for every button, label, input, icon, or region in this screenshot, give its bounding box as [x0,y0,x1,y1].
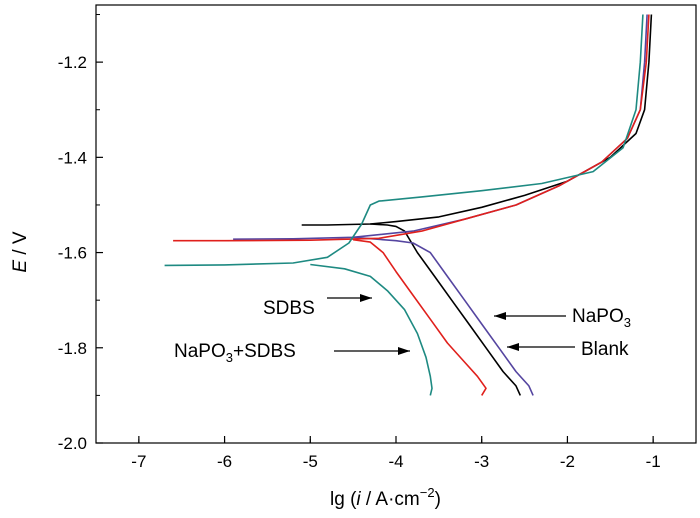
annotation-arrowhead [507,343,519,351]
x-tick-label: -3 [474,452,489,471]
series-napo-sdbs-anodic-line [164,14,644,267]
series-napo-sdbs-cathodic-line [310,263,433,396]
annotation-blank-label: Blank [581,339,629,360]
series-sdbs-cathodic-line [352,238,487,396]
x-tick-label: -2 [560,452,575,471]
annotation-napo3-sdbs-sub: 3 [226,350,233,365]
annotation-arrowhead [360,294,372,302]
y-tick-label: -1.6 [58,244,87,263]
series-napo--cathodic-line [353,236,534,396]
x-tick-label: -7 [131,452,146,471]
annotation-napo3-sdbs-base: NaPO [174,341,226,362]
annotation-napo3-base: NaPO [572,306,624,327]
x-tick-label: -5 [303,452,318,471]
y-axis-ticks: -1.2 -1.4 -1.6 -1.8 -2.0 [58,14,103,453]
y-tick-label: -2.0 [58,434,87,453]
annotation-napo3-sdbs-rest: +SDBS [233,341,296,362]
annotation-layer: SDBS NaPO3+SDBS NaPO3 Blank [174,294,631,365]
annotation-arrowheads [360,294,519,355]
x-axis-title-suffix: ) [435,489,441,510]
x-axis-title: lg (i / A·cm−2) [330,485,441,510]
x-axis-title-italic: i [356,489,361,510]
x-axis-ticks: -7 -6 -5 -4 -3 -2 -1 [131,436,661,471]
y-axis-title-suffix: / V [10,231,31,260]
y-axis-title-italic: E [10,260,31,273]
x-axis-title-prefix: lg ( [330,489,357,510]
annotation-arrowhead [398,347,410,355]
y-tick-label: -1.2 [58,53,87,72]
plot-border [95,4,697,444]
annotation-arrowhead [494,312,506,320]
annotation-napo3-sdbs-label: NaPO3+SDBS [174,341,296,365]
x-axis-title-mid: / A·cm [361,489,420,510]
series-napo--anodic-line [233,14,648,240]
series-layer [164,14,653,396]
annotation-napo3-sub: 3 [624,315,631,330]
x-tick-label: -6 [217,452,232,471]
series-sdbs-anodic-line [173,14,650,242]
x-axis-title-sup: −2 [420,485,435,500]
x-tick-label: -1 [646,452,661,471]
y-tick-label: -1.8 [58,339,87,358]
annotation-sdbs-label: SDBS [263,298,315,319]
series-blank-cathodic-line [370,223,522,396]
y-tick-label: -1.4 [58,148,87,167]
y-axis-title: E / V [10,231,31,273]
plot-frame [95,4,697,444]
series-blank-anodic-line [301,14,653,226]
x-tick-label: -4 [388,452,403,471]
annotation-napo3-label: NaPO3 [572,306,631,330]
